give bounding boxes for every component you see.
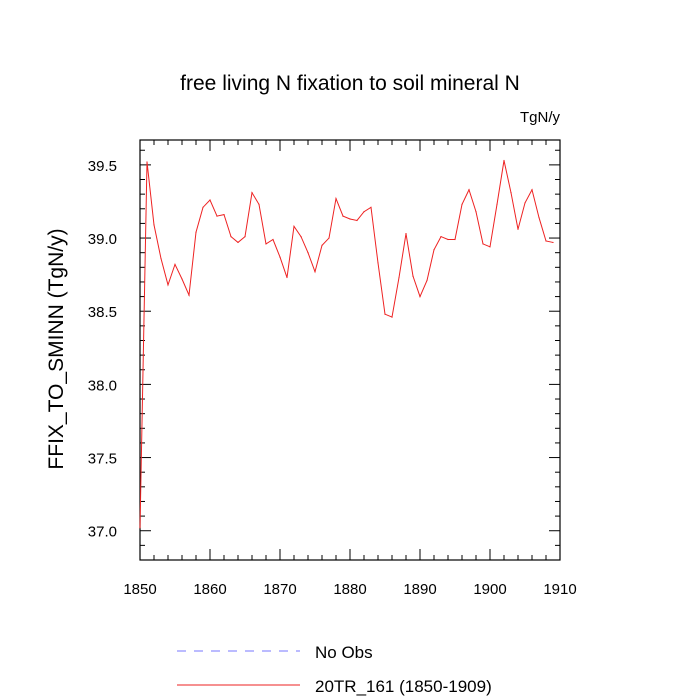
data-point [461, 203, 463, 205]
data-point [251, 192, 253, 194]
legend: No Obs 20TR_161 (1850-1909) [177, 643, 492, 696]
data-point [398, 276, 400, 279]
chart-title: free living N fixation to soil mineral N [180, 72, 520, 95]
data-point [489, 246, 491, 248]
data-point [447, 238, 449, 241]
data-point [510, 192, 512, 194]
data-point [552, 241, 554, 244]
data-point [286, 276, 288, 279]
data-point [188, 294, 190, 296]
data-point [370, 206, 372, 208]
data-point [454, 238, 456, 241]
x-tick-label: 1910 [543, 581, 576, 598]
data-point [482, 243, 484, 245]
data-point [279, 256, 281, 258]
y-tick-label: 38.5 [88, 304, 117, 321]
data-point [160, 257, 162, 260]
data-point [314, 271, 316, 273]
y-tick-label: 39.0 [88, 231, 117, 248]
data-point [405, 233, 407, 235]
data-point [153, 224, 155, 226]
data-point [146, 161, 148, 163]
data-point [363, 211, 365, 213]
data-point [216, 215, 218, 217]
y-axis-tick-labels: 37.0 37.5 38.0 38.5 39.0 39.5 [88, 158, 117, 541]
data-point [139, 527, 141, 529]
data-point [517, 228, 519, 230]
data-point [237, 241, 239, 244]
data-point [356, 219, 358, 222]
data-point [440, 235, 442, 238]
x-tick-label: 1890 [403, 581, 436, 598]
data-point [384, 313, 386, 315]
data-point [223, 214, 225, 216]
data-point [524, 202, 526, 204]
data-point [230, 235, 232, 238]
data-point [258, 203, 260, 205]
data-point [202, 206, 204, 208]
data-point [307, 252, 309, 254]
data-point [468, 189, 470, 191]
data-point [391, 316, 393, 318]
x-tick-label: 1880 [333, 581, 366, 598]
series-line-1 [139, 160, 554, 528]
data-point [265, 243, 267, 245]
y-tick-label: 37.0 [88, 524, 117, 541]
data-point [503, 159, 505, 162]
legend-label-no-obs: No Obs [315, 643, 373, 662]
data-point [538, 216, 540, 219]
legend-label-20tr-161: 20TR_161 (1850-1909) [315, 677, 492, 696]
y-axis-ticks [140, 149, 560, 561]
y-axis-label: FFIX_TO_SMINN (TgN/y) [45, 228, 68, 469]
x-tick-label: 1870 [263, 581, 296, 598]
data-point [293, 225, 295, 227]
data-point [349, 218, 351, 220]
x-tick-label: 1850 [123, 581, 156, 598]
y-tick-label: 38.0 [88, 377, 117, 394]
data-point [412, 275, 414, 277]
units-label: TgN/y [520, 109, 561, 126]
data-point [335, 197, 337, 200]
data-point [167, 284, 169, 286]
series-layer [139, 159, 554, 529]
data-point [433, 249, 435, 251]
data-point [328, 237, 330, 239]
data-point [321, 244, 323, 246]
y-tick-label: 37.5 [88, 451, 117, 468]
x-axis-tick-labels: 1850 1860 1870 1880 1890 1900 1910 [123, 581, 576, 598]
data-point [496, 203, 498, 205]
data-point [342, 215, 344, 217]
data-point [174, 263, 176, 265]
data-point [531, 189, 533, 191]
data-point [181, 278, 183, 280]
y-tick-label: 39.5 [88, 158, 117, 175]
data-point [300, 235, 302, 238]
x-axis-ticks [139, 140, 561, 560]
data-point [377, 262, 379, 264]
data-point [426, 279, 428, 282]
x-tick-label: 1860 [193, 581, 226, 598]
x-tick-label: 1900 [473, 581, 506, 598]
data-point [272, 238, 274, 241]
data-point [545, 240, 547, 242]
data-point [475, 211, 477, 213]
data-point [195, 231, 197, 233]
data-point [244, 235, 246, 238]
data-point [419, 295, 421, 298]
data-point [209, 199, 211, 201]
